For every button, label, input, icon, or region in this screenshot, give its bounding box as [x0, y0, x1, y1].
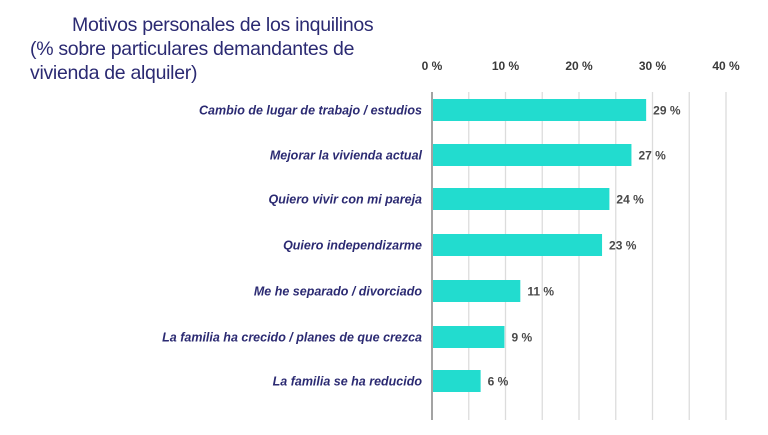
chart-title-line-2: (% sobre particulares demandantes de [30, 38, 355, 60]
value-label: 27 % [638, 149, 666, 163]
x-tick-label: 20 % [565, 59, 593, 73]
bar [433, 188, 610, 210]
value-label: 6 % [488, 375, 509, 389]
category-label: La familia ha crecido / planes de que cr… [162, 331, 422, 345]
category-label: Mejorar la vivienda actual [270, 149, 423, 163]
category-label: Quiero independizarme [283, 239, 422, 253]
category-label: La familia se ha reducido [273, 375, 423, 389]
category-label: Quiero vivir con mi pareja [268, 193, 422, 207]
value-label: 11 % [527, 285, 554, 299]
value-label: 9 % [511, 331, 532, 345]
bar [433, 144, 632, 166]
x-tick-label: 0 % [422, 59, 443, 73]
category-label: Cambio de lugar de trabajo / estudios [199, 104, 422, 118]
value-label: 24 % [616, 193, 644, 207]
bar [433, 326, 505, 348]
bar [433, 234, 603, 256]
chart-title-line-3: vivienda de alquiler) [30, 62, 198, 84]
value-label: 29 % [653, 104, 681, 118]
x-tick-label: 30 % [639, 59, 667, 73]
value-label: 23 % [609, 239, 637, 253]
bar [433, 280, 521, 302]
category-label: Me he separado / divorciado [254, 285, 422, 299]
bar [433, 370, 481, 392]
chart-title-line-1: Motivos personales de los inquilinos [72, 14, 374, 36]
x-tick-label: 40 % [712, 59, 740, 73]
x-tick-label: 10 % [492, 59, 520, 73]
bar [433, 99, 647, 121]
